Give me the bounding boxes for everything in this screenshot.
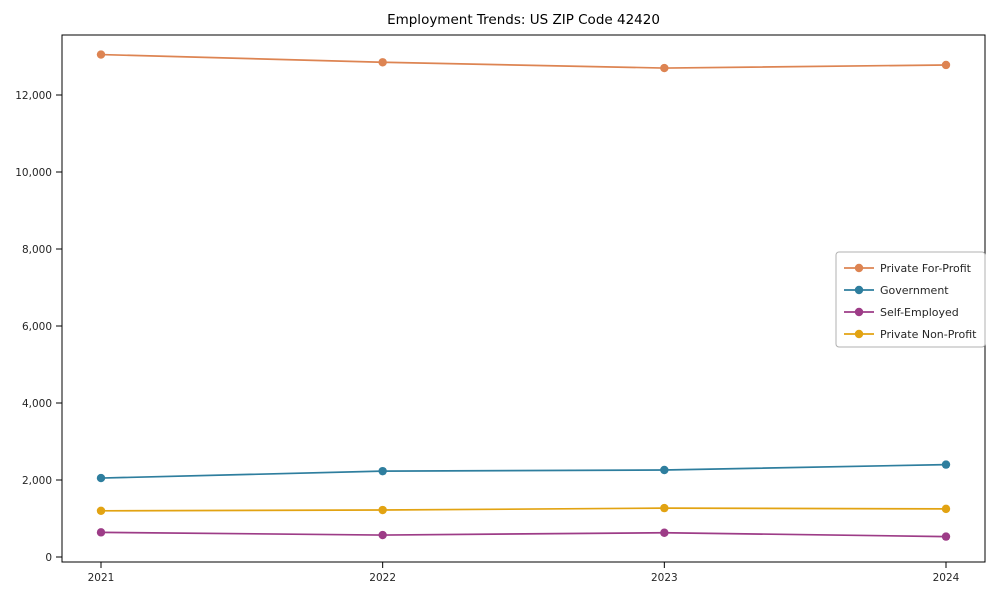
series-line-government	[100, 463, 947, 479]
legend-label: Private Non-Profit	[880, 328, 977, 341]
x-axis-tick-label: 2023	[651, 572, 678, 584]
legend-marker	[854, 263, 864, 273]
data-point-marker	[96, 506, 106, 515]
y-axis-tick-label: 8,000	[22, 244, 52, 256]
data-point-marker	[941, 60, 951, 70]
legend-label: Self-Employed	[880, 306, 959, 319]
data-point-marker	[660, 63, 669, 73]
legend-marker	[854, 285, 864, 295]
data-point-marker	[941, 460, 951, 469]
y-axis-tick-label: 0	[45, 552, 52, 564]
data-point-marker	[96, 50, 106, 59]
x-axis-tick-label: 2024	[933, 572, 960, 584]
legend-label: Private For-Profit	[880, 262, 972, 275]
series-line-private-non-profit	[100, 507, 947, 512]
data-point-marker	[378, 466, 387, 476]
y-axis-tick-label: 4,000	[22, 398, 52, 410]
x-axis-tick-label: 2022	[369, 572, 396, 584]
x-axis-tick-label: 2021	[88, 572, 115, 584]
series-line-self-employed	[100, 531, 947, 538]
data-point-marker	[378, 530, 387, 540]
data-point-marker	[660, 465, 669, 475]
data-point-marker	[660, 503, 669, 513]
series-line-private-for-profit	[100, 53, 947, 69]
legend-marker	[854, 329, 864, 339]
data-point-marker	[941, 504, 951, 514]
y-axis-tick-label: 10,000	[15, 167, 52, 179]
y-axis-tick-label: 6,000	[22, 321, 52, 333]
legend-label: Government	[880, 284, 949, 297]
data-point-marker	[378, 505, 387, 515]
data-point-marker	[378, 58, 387, 67]
legend-box	[835, 251, 986, 348]
chart-title: Employment Trends: US ZIP Code 42420	[387, 12, 660, 28]
data-point-marker	[660, 528, 669, 537]
data-point-marker	[96, 473, 106, 483]
legend-marker	[854, 307, 864, 317]
y-axis-tick-label: 2,000	[22, 475, 52, 487]
data-point-marker	[96, 528, 106, 537]
y-axis-tick-label: 12,000	[15, 90, 52, 102]
data-point-marker	[941, 532, 951, 541]
